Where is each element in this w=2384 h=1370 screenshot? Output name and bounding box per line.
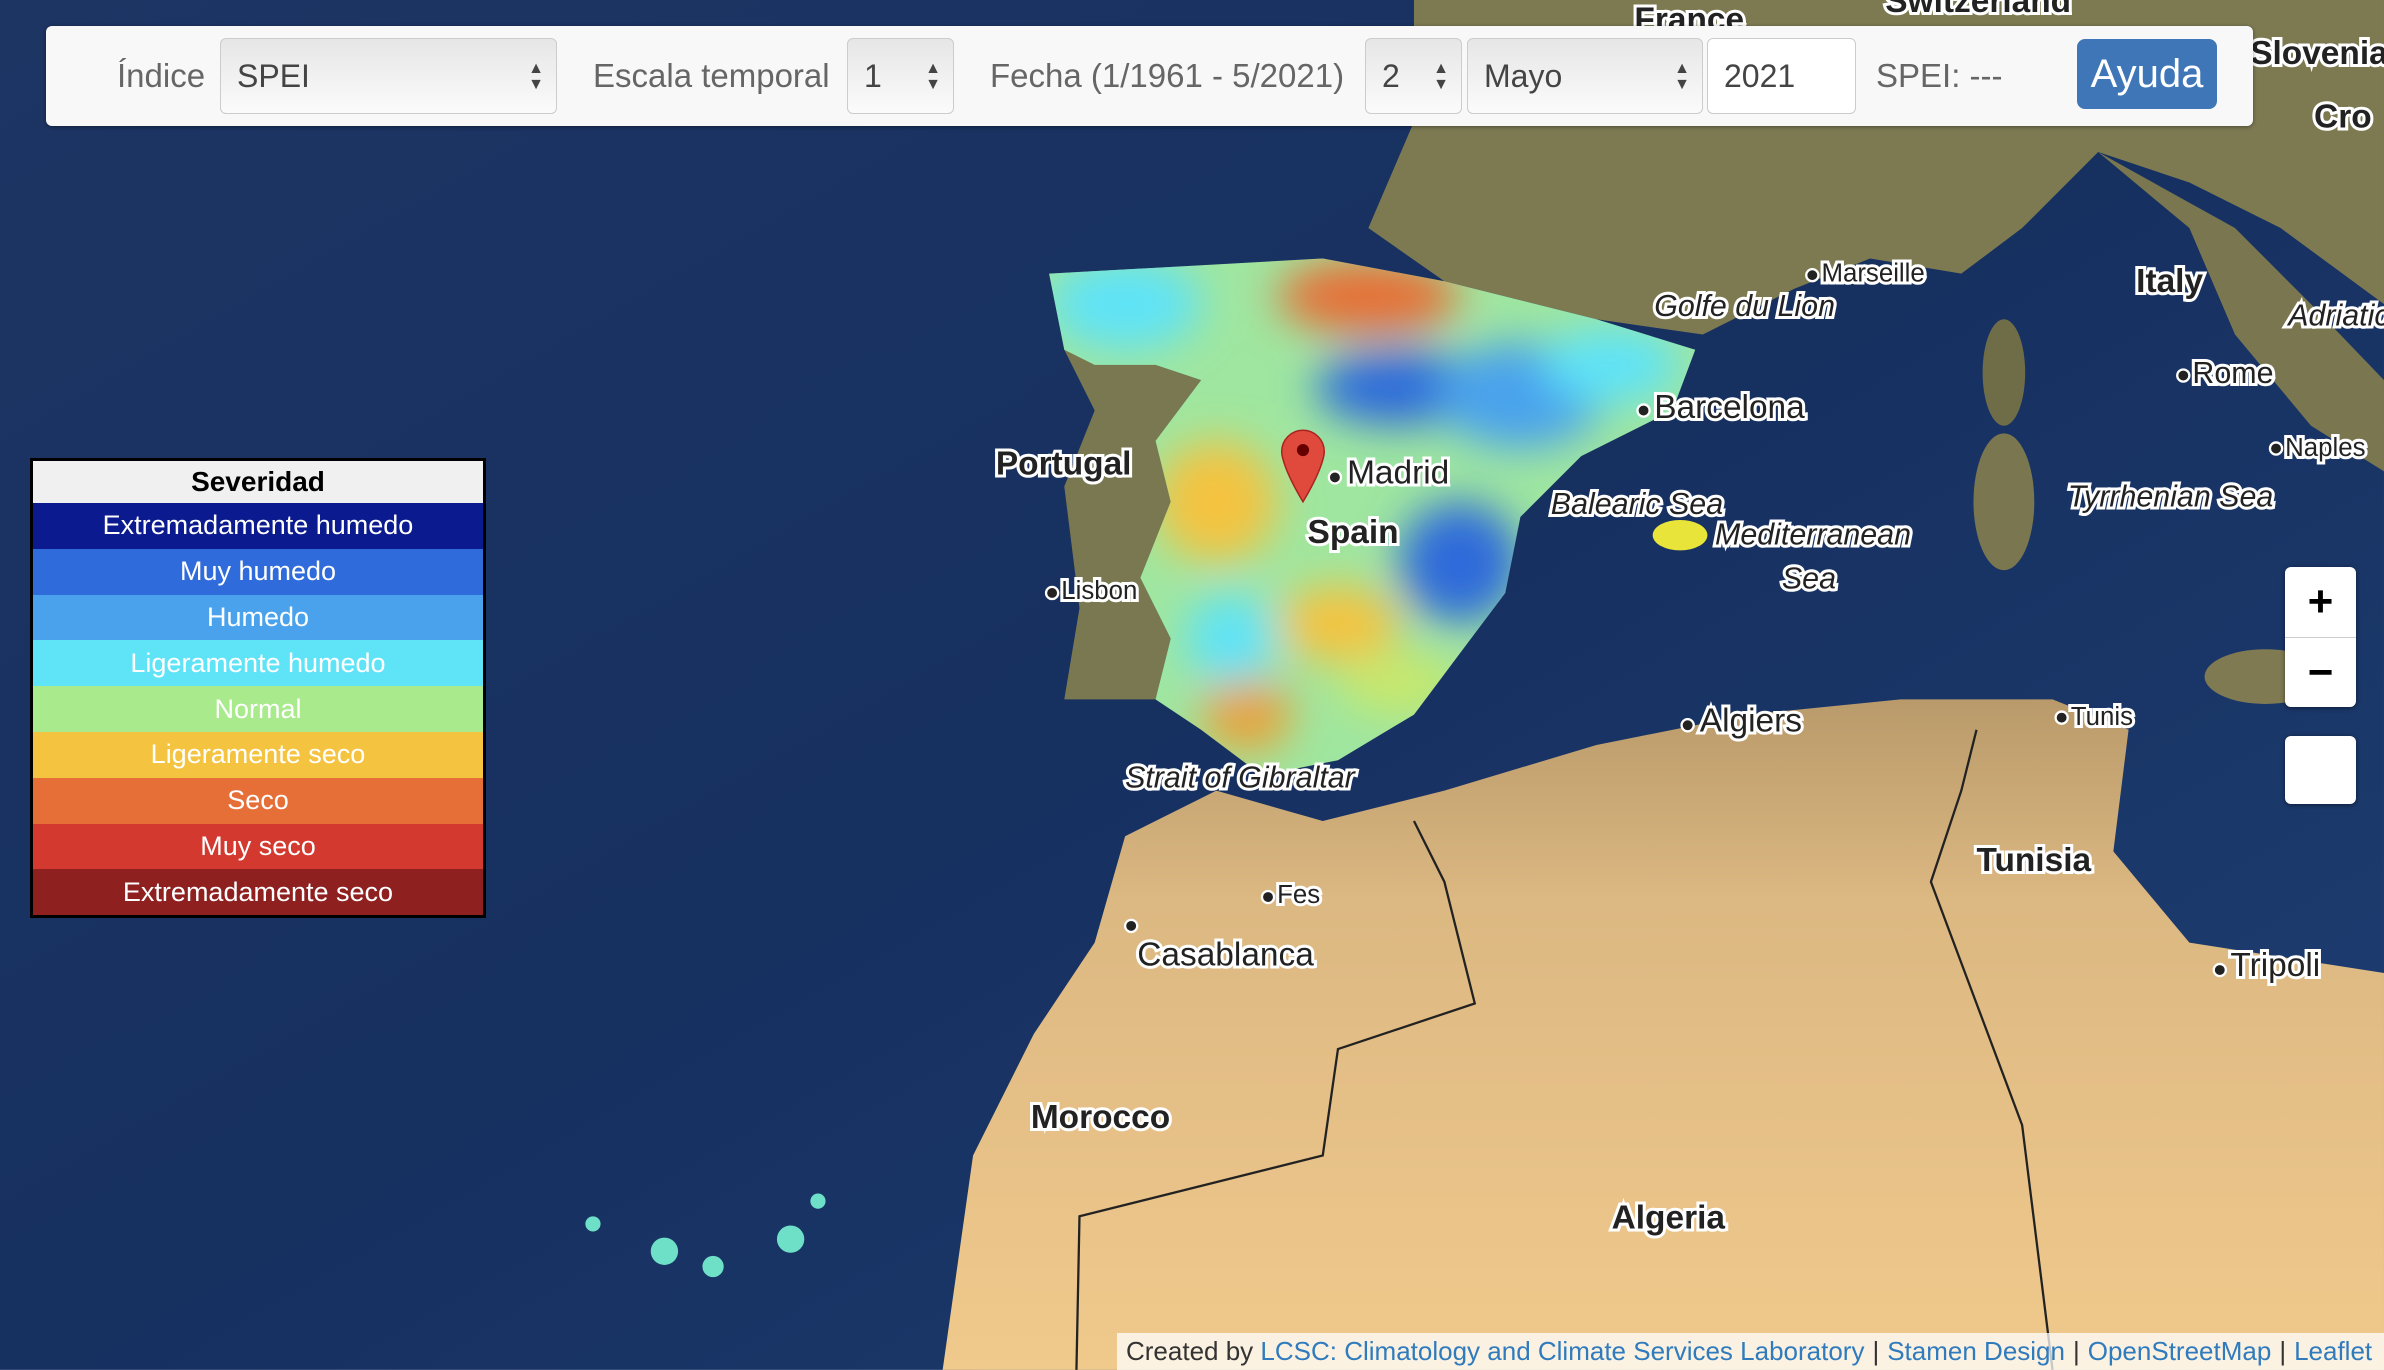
link-leaflet[interactable]: Leaflet	[2294, 1336, 2373, 1366]
label-adriatic: Adriatic	[2286, 298, 2384, 332]
zoom-control: + −	[2285, 567, 2356, 707]
city-dots	[1044, 267, 2284, 978]
label-marseille: Marseille	[1821, 259, 1924, 287]
canary-islands	[585, 1193, 826, 1278]
label-spain: Spain	[1308, 514, 1399, 551]
zoom-in-button[interactable]: +	[2285, 567, 2356, 638]
label-croatia: Cro	[2314, 99, 2372, 136]
label-slovenia: Slovenia	[2250, 35, 2384, 72]
label-algiers: Algiers	[1700, 702, 1802, 739]
link-stamen[interactable]: Stamen Design	[1887, 1336, 2065, 1366]
month-select-value: Mayo	[1484, 57, 1563, 94]
zoom-out-button[interactable]: −	[2307, 648, 2334, 697]
label-sea: Sea	[1782, 561, 1836, 595]
map-control-button[interactable]	[2285, 736, 2356, 804]
spei-readout: SPEI: ---	[1876, 57, 2003, 94]
legend-item: Humedo	[33, 594, 483, 641]
legend-item: Extremadamente seco	[33, 869, 483, 916]
land-italy	[2098, 152, 2384, 472]
land-corsica	[1982, 319, 2026, 426]
date-period-select[interactable]: 2 ▲ ▼	[1365, 38, 1462, 114]
legend-item: Ligeramente seco	[33, 731, 483, 778]
attribution-prefix: Created by	[1126, 1336, 1254, 1366]
label-rome: Rome	[2192, 356, 2273, 390]
legend-item: Seco	[33, 777, 483, 824]
severity-legend: Severidad Extremadamente humedo Muy hume…	[30, 458, 486, 919]
label-italy: Italy	[2136, 263, 2203, 300]
label-barcelona: Barcelona	[1654, 389, 1805, 426]
legend-item: Muy humedo	[33, 548, 483, 595]
help-button[interactable]: Ayuda	[2077, 39, 2217, 109]
toolbar: Índice SPEI ▲ ▼ Escala temporal 1 ▲ ▼ Fech…	[46, 26, 2253, 126]
madrid-marker[interactable]	[1280, 429, 1326, 504]
label-gibraltar: Strait of Gibraltar	[1125, 761, 1357, 795]
select-arrows-icon: ▲ ▼	[1674, 60, 1690, 93]
label-balearic: Balearic Sea	[1551, 487, 1723, 521]
land-africa	[942, 699, 2384, 1370]
label-mediterranean: Mediterranean	[1715, 517, 1911, 551]
year-input-value: 2021	[1724, 57, 1796, 94]
select-arrows-icon: ▲ ▼	[528, 60, 544, 93]
legend-item: Muy seco	[33, 823, 483, 870]
label-golfe: Golfe du Lion	[1654, 289, 1835, 323]
date-period-value: 2	[1382, 57, 1400, 94]
label-morocco: Morocco	[1031, 1099, 1170, 1136]
label-algeria: Algeria	[1612, 1199, 1726, 1236]
select-arrows-icon: ▲ ▼	[925, 60, 941, 93]
index-select[interactable]: SPEI ▲ ▼	[220, 38, 557, 114]
border-morocco-algeria	[1075, 820, 1477, 1370]
border-algeria-tunisia	[1929, 729, 2054, 1370]
label-tripoli: Tripoli	[2230, 947, 2320, 984]
link-lcsc[interactable]: LCSC: Climatology and Climate Services L…	[1260, 1336, 1865, 1366]
balearic-islands	[1652, 519, 1708, 551]
legend-item: Normal	[33, 686, 483, 732]
date-label: Fecha (1/1961 - 5/2021)	[990, 57, 1345, 94]
month-select[interactable]: Mayo ▲ ▼	[1467, 38, 1703, 114]
label-portugal: Portugal	[996, 445, 1132, 482]
link-openstreetmap[interactable]: OpenStreetMap	[2087, 1336, 2272, 1366]
scale-label: Escala temporal	[593, 57, 830, 94]
label-lisbon: Lisbon	[1061, 577, 1137, 605]
select-arrows-icon: ▲ ▼	[1433, 60, 1449, 93]
label-madrid: Madrid	[1347, 454, 1449, 491]
attribution: Created by LCSC: Climatology and Climate…	[1117, 1333, 2384, 1370]
year-input[interactable]: 2021	[1707, 38, 1856, 114]
label-tyrrhenian: Tyrrhenian Sea	[2068, 479, 2274, 513]
label-casablanca: Casablanca	[1137, 936, 1314, 973]
index-label: Índice	[117, 57, 206, 94]
index-select-value: SPEI	[237, 57, 310, 94]
legend-item: Ligeramente humedo	[33, 640, 483, 687]
label-tunis: Tunis	[2071, 703, 2133, 731]
scale-select-value: 1	[864, 57, 882, 94]
label-switzerland: Switzerland	[1885, 0, 2071, 20]
label-naples: Naples	[2285, 434, 2365, 462]
land-sardinia	[1973, 433, 2035, 571]
label-tunisia: Tunisia	[1977, 842, 2092, 879]
legend-title: Severidad	[33, 461, 483, 503]
legend-item: Extremadamente humedo	[33, 503, 483, 549]
scale-select[interactable]: 1 ▲ ▼	[847, 38, 954, 114]
label-fes: Fes	[1277, 881, 1320, 909]
land-portugal	[1064, 349, 1202, 700]
